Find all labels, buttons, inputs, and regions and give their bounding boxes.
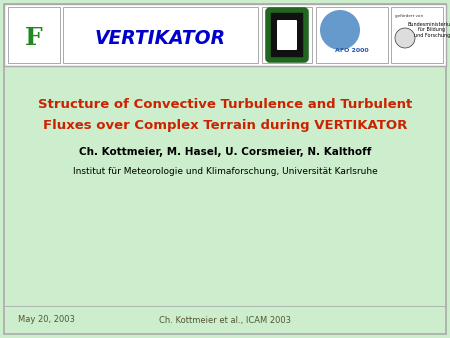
FancyBboxPatch shape <box>268 10 306 60</box>
Text: Institut für Meteorologie und Klimaforschung, Universität Karlsruhe: Institut für Meteorologie und Klimaforsc… <box>72 168 378 176</box>
Bar <box>8 7 60 63</box>
Text: gefördert von: gefördert von <box>395 14 423 18</box>
Circle shape <box>395 28 415 48</box>
Bar <box>63 7 258 63</box>
Text: May 20, 2003: May 20, 2003 <box>18 315 75 324</box>
Bar <box>391 7 443 63</box>
Text: Bundesministerium
für Bildung
und Forschung: Bundesministerium für Bildung und Forsch… <box>408 22 450 38</box>
Text: VERTIKATOR: VERTIKATOR <box>94 28 225 48</box>
Bar <box>262 7 312 63</box>
Text: Ch. Kottmeier, M. Hasel, U. Corsmeier, N. Kalthoff: Ch. Kottmeier, M. Hasel, U. Corsmeier, N… <box>79 147 371 157</box>
Bar <box>316 7 388 63</box>
Text: Ch. Kottmeier et al., ICAM 2003: Ch. Kottmeier et al., ICAM 2003 <box>159 315 291 324</box>
Circle shape <box>320 10 360 50</box>
Text: F: F <box>25 26 43 50</box>
Bar <box>4 4 446 66</box>
Text: AFO 2000: AFO 2000 <box>335 48 369 52</box>
Text: Fluxes over Complex Terrain during VERTIKATOR: Fluxes over Complex Terrain during VERTI… <box>43 119 407 131</box>
Text: Structure of Convective Turbulence and Turbulent: Structure of Convective Turbulence and T… <box>38 98 412 112</box>
FancyBboxPatch shape <box>277 20 297 50</box>
